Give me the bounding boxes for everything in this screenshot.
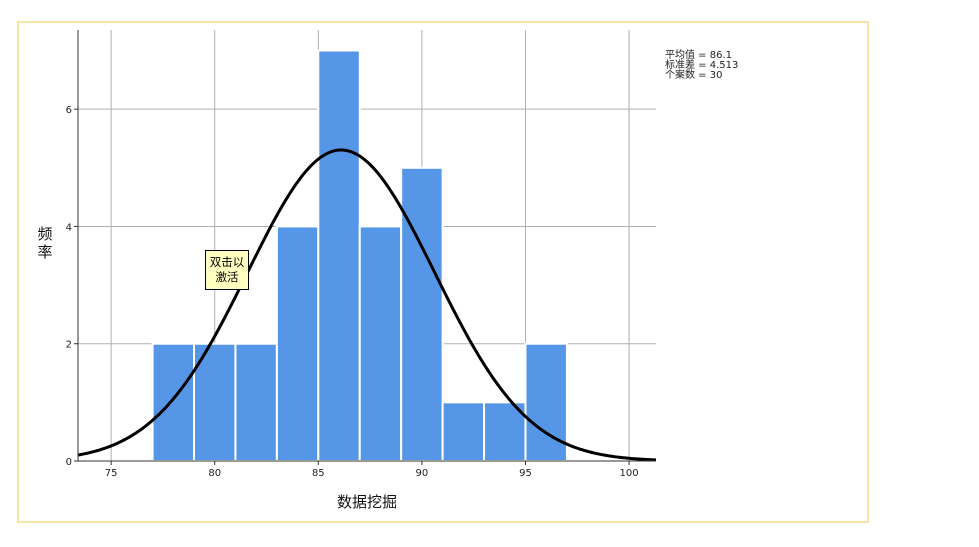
x-tick-label: 90 bbox=[416, 468, 429, 479]
x-tick-label: 95 bbox=[519, 468, 532, 479]
tooltip-line-1: 双击以 bbox=[209, 255, 245, 269]
bars-layer bbox=[151, 49, 568, 463]
y-axis-title-char: 频 bbox=[37, 225, 52, 243]
histogram-bar bbox=[151, 342, 196, 463]
chart-frame bbox=[17, 21, 869, 523]
histogram-bar bbox=[524, 342, 568, 463]
stats-line: 标准差 = 4.513 bbox=[665, 58, 738, 71]
histogram-bar bbox=[400, 166, 444, 462]
x-tick-label: 100 bbox=[620, 468, 639, 479]
axes-layer bbox=[77, 30, 656, 462]
histogram-bar bbox=[275, 225, 320, 462]
y-axis-title: 频率 bbox=[37, 225, 52, 261]
histogram-bar bbox=[441, 401, 486, 462]
activate-tooltip[interactable]: 双击以 激活 bbox=[205, 250, 249, 290]
y-tick-label: 2 bbox=[66, 340, 72, 351]
y-tick-label: 6 bbox=[66, 105, 72, 116]
tooltip-line-2: 激活 bbox=[215, 270, 239, 284]
histogram-bar bbox=[358, 225, 403, 462]
stats-line: 平均值 = 86.1 bbox=[665, 48, 732, 61]
x-tick-label: 85 bbox=[312, 468, 325, 479]
y-axis-title-char: 率 bbox=[37, 243, 52, 261]
histogram-bar bbox=[234, 342, 278, 463]
histogram-bar bbox=[317, 49, 361, 463]
x-axis-title: 数据挖掘 bbox=[337, 493, 397, 511]
y-tick-label: 4 bbox=[66, 222, 72, 233]
x-tick-label: 80 bbox=[208, 468, 221, 479]
normal-curve bbox=[77, 148, 657, 462]
x-tick-label: 75 bbox=[105, 468, 118, 479]
histogram-bar bbox=[193, 342, 237, 463]
y-tick-label: 0 bbox=[66, 457, 72, 468]
stats-line: 个案数 = 30 bbox=[665, 68, 722, 81]
tick-labels-layer: 75 80 85 90 95 100 0 2 4 6 bbox=[66, 105, 639, 479]
